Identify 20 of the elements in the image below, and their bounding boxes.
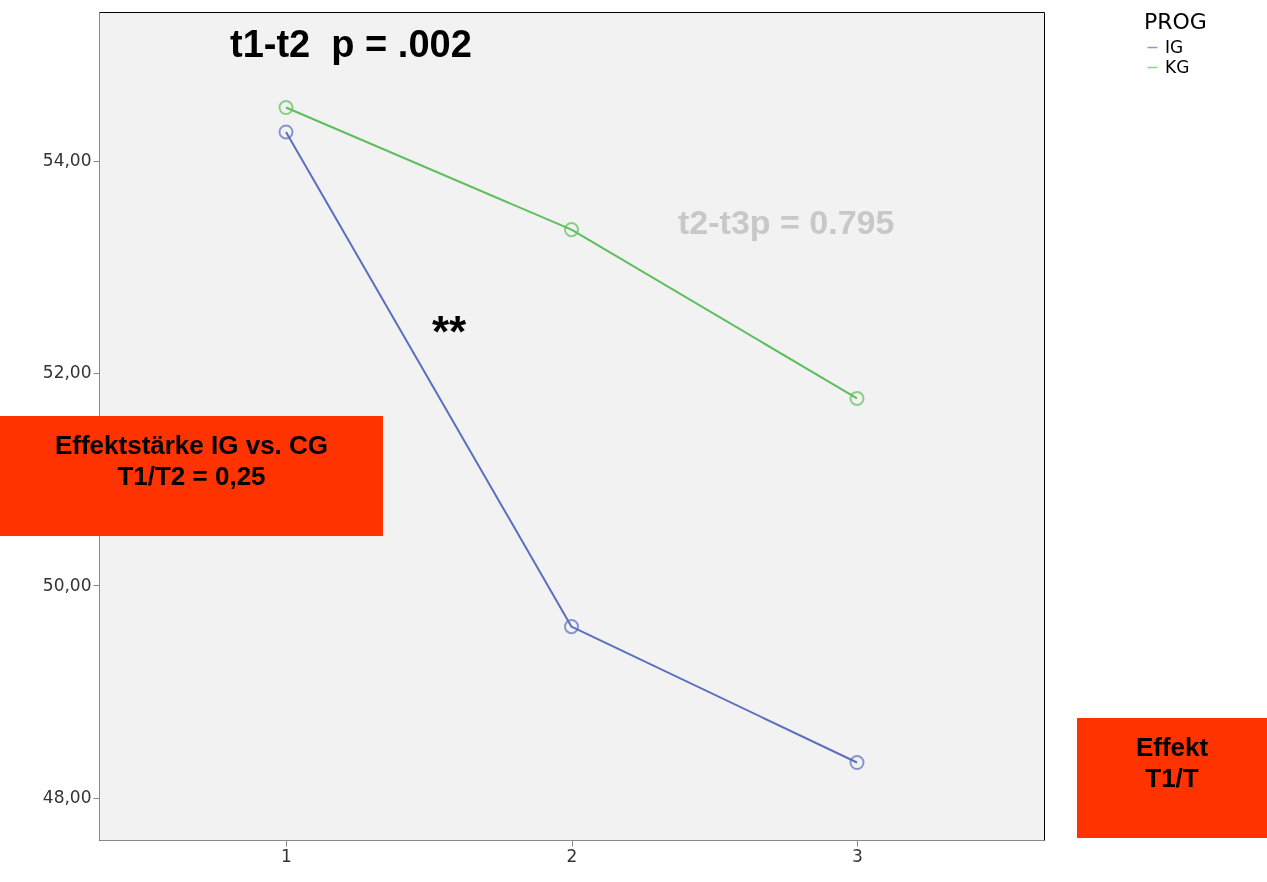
point xyxy=(563,619,580,635)
text: Effekt T1/T xyxy=(1134,731,1210,796)
x-tick-label: 2 xyxy=(566,845,578,866)
x-tick-label: 1 xyxy=(281,845,292,866)
annotation: Effektstärke IG vs. CG T1/T2 = 0,25 xyxy=(53,429,330,494)
legend-label: KG xyxy=(1165,56,1190,77)
x-tick-label: 3 xyxy=(852,845,863,866)
annotation: ** xyxy=(432,306,467,358)
y-tick-label: 54,00 xyxy=(42,150,92,171)
annotation: t1-t2 p = .002 xyxy=(230,22,472,67)
point xyxy=(278,100,294,116)
legend-label: IG xyxy=(1165,36,1184,57)
y-tick-label: 48,00 xyxy=(42,787,92,808)
point xyxy=(849,755,865,771)
y-tick-label: 50,00 xyxy=(42,574,92,595)
point xyxy=(278,124,294,140)
point xyxy=(849,390,865,406)
y-tick-label: 52,00 xyxy=(42,362,92,383)
point xyxy=(563,222,580,238)
legend-title: PROG xyxy=(1144,9,1207,34)
